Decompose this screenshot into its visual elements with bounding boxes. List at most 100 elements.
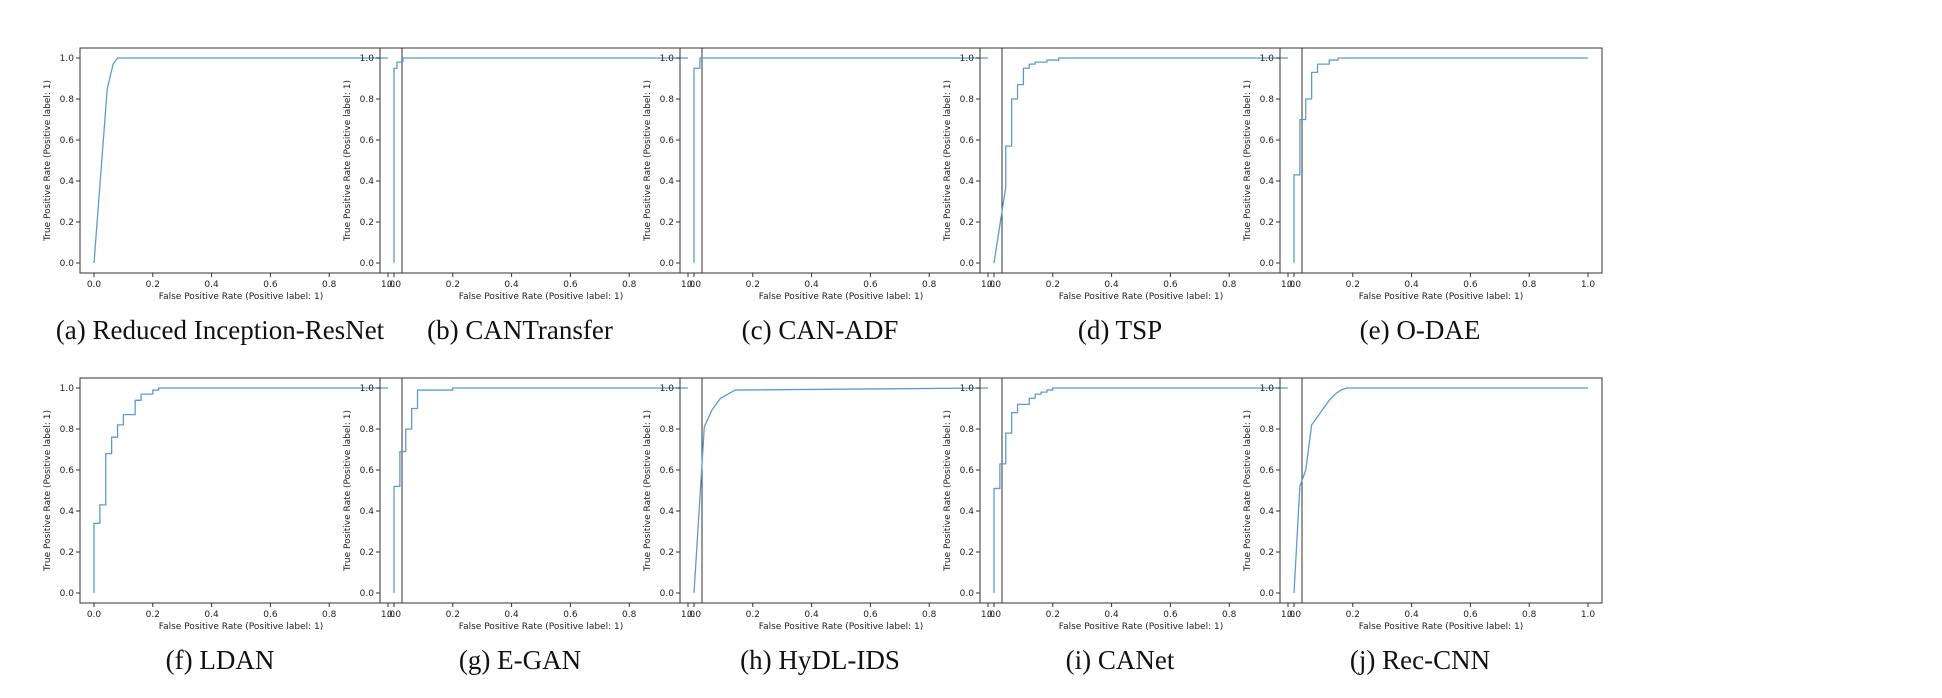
x-tick-label: 0.0 <box>87 280 102 290</box>
x-axis-label: False Positive Rate (Positive label: 1) <box>1359 622 1523 632</box>
x-tick-label: 0.2 <box>746 610 760 620</box>
y-tick-label: 0.0 <box>1260 589 1275 599</box>
subfigure-caption: (d) TSP <box>1077 315 1163 345</box>
y-tick-label: 0.8 <box>360 425 375 435</box>
axes-frame <box>679 47 1003 274</box>
y-tick-label: 0.8 <box>660 95 675 105</box>
y-tick-label: 0.2 <box>60 218 74 228</box>
y-tick-label: 0.8 <box>1260 95 1275 105</box>
x-tick-label: 0.6 <box>863 280 878 290</box>
roc-chart: 0.0 0.2 0.4 0.6 0.8 1.00.00.20.40.60.81.0Fals… <box>1243 377 1603 632</box>
roc-curve <box>693 387 989 594</box>
x-tick-label: 0.8 <box>1222 280 1237 290</box>
subfigure-caption: (h) HyDL-IDS <box>740 645 900 675</box>
y-tick-label: 0.6 <box>1260 466 1275 476</box>
roc-chart: 0.0 0.2 0.4 0.6 0.8 1.00.00.20.40.60.81.0Fals… <box>43 377 403 632</box>
y-axis-label: True Positive Rate (Positive label: 1) <box>43 80 53 242</box>
y-tick-label: 1.0 <box>960 54 975 64</box>
x-tick-label: 0.4 <box>1104 610 1119 620</box>
x-axis-label: False Positive Rate (Positive label: 1) <box>159 622 323 632</box>
y-tick-label: 0.6 <box>60 466 75 476</box>
y-axis-label: True Positive Rate (Positive label: 1) <box>1243 410 1253 572</box>
y-tick-label: 0.6 <box>1260 136 1275 146</box>
x-tick-label: 0.4 <box>504 610 519 620</box>
x-tick-label: 0.0 <box>687 280 702 290</box>
axes-frame <box>979 377 1303 604</box>
x-tick-label: 0.8 <box>922 280 937 290</box>
x-tick-label: 1.0 <box>381 610 396 620</box>
x-tick-label: 1.0 <box>1281 610 1296 620</box>
subfigure-caption: (e) O-DAE <box>1359 315 1481 345</box>
y-tick-label: 0.8 <box>60 425 75 435</box>
x-tick-label: 0.8 <box>622 610 637 620</box>
x-tick-label: 0.2 <box>1346 280 1360 290</box>
x-tick-label: 0.0 <box>987 280 1002 290</box>
y-tick-label: 0.0 <box>60 259 75 269</box>
roc-panel: 0.0 0.2 0.4 0.6 0.8 1.0 0.0 0.2 0.4 0.6 0.8 1.0 Fals… <box>630 372 1010 692</box>
y-axis-label: True Positive Rate (Positive label: 1) <box>643 410 653 572</box>
x-tick-label: 0.8 <box>322 280 337 290</box>
y-tick-label: 0.0 <box>960 589 975 599</box>
axes-frame <box>379 377 703 604</box>
x-tick-label: 0.8 <box>1522 610 1537 620</box>
y-tick-label: 0.2 <box>1260 218 1274 228</box>
y-tick-label: 0.2 <box>960 218 974 228</box>
y-tick-label: 0.0 <box>960 259 975 269</box>
roc-curve <box>93 57 388 264</box>
roc-curve <box>393 387 688 593</box>
y-tick-label: 0.6 <box>660 466 675 476</box>
x-tick-label: 0.0 <box>1287 610 1302 620</box>
x-tick-label: 0.2 <box>746 280 760 290</box>
x-tick-label: 0.8 <box>1222 610 1237 620</box>
roc-curve <box>393 57 688 263</box>
y-tick-label: 0.4 <box>660 507 675 517</box>
roc-curve <box>693 57 988 263</box>
x-tick-label: 0.6 <box>1163 610 1178 620</box>
x-tick-label: 0.2 <box>1346 610 1360 620</box>
y-tick-label: 1.0 <box>660 54 675 64</box>
x-axis-label: False Positive Rate (Positive label: 1) <box>459 622 623 632</box>
y-tick-label: 0.4 <box>960 507 975 517</box>
y-tick-label: 0.6 <box>360 466 375 476</box>
x-tick-label: 0.4 <box>204 610 219 620</box>
y-axis-label: True Positive Rate (Positive label: 1) <box>1243 80 1253 242</box>
x-tick-label: 0.6 <box>1463 610 1478 620</box>
roc-panel: 0.0 0.2 0.4 0.6 0.8 1.0 0.0 0.2 0.4 0.6 0.8 1.0 Fals… <box>30 42 410 362</box>
y-tick-label: 0.6 <box>660 136 675 146</box>
x-tick-label: 0.8 <box>922 610 937 620</box>
roc-chart: 0.0 0.2 0.4 0.6 0.8 1.00.00.20.40.60.81.0Fals… <box>343 47 703 302</box>
y-tick-label: 0.2 <box>360 218 374 228</box>
x-tick-label: 1.0 <box>1581 280 1596 290</box>
x-tick-label: 0.2 <box>146 280 160 290</box>
y-tick-label: 0.8 <box>360 95 375 105</box>
y-tick-label: 0.0 <box>660 259 675 269</box>
y-tick-label: 0.4 <box>1260 507 1275 517</box>
y-axis-label: True Positive Rate (Positive label: 1) <box>643 80 653 242</box>
y-tick-label: 0.4 <box>360 177 375 187</box>
x-tick-label: 0.0 <box>987 610 1002 620</box>
x-tick-label: 0.6 <box>863 610 878 620</box>
roc-curve <box>993 57 1288 264</box>
y-tick-label: 0.8 <box>1260 425 1275 435</box>
y-tick-label: 0.4 <box>960 177 975 187</box>
x-tick-label: 1.0 <box>681 280 696 290</box>
x-tick-label: 0.6 <box>563 280 578 290</box>
y-tick-label: 0.0 <box>60 589 75 599</box>
x-tick-label: 1.0 <box>981 610 996 620</box>
y-tick-label: 0.8 <box>960 95 975 105</box>
x-tick-label: 1.0 <box>981 280 996 290</box>
axes-frame <box>79 47 403 274</box>
y-tick-label: 0.4 <box>360 507 375 517</box>
y-tick-label: 0.4 <box>1260 177 1275 187</box>
x-tick-label: 0.2 <box>446 280 460 290</box>
y-axis-label: True Positive Rate (Positive label: 1) <box>343 80 353 242</box>
y-tick-label: 0.0 <box>360 589 375 599</box>
subfigure-caption: (g) E-GAN <box>458 645 582 675</box>
y-axis-label: True Positive Rate (Positive label: 1) <box>343 410 353 572</box>
x-tick-label: 0.0 <box>1287 280 1302 290</box>
x-tick-label: 0.8 <box>322 610 337 620</box>
y-axis-label: True Positive Rate (Positive label: 1) <box>943 80 953 242</box>
y-tick-label: 1.0 <box>360 384 375 394</box>
x-axis-label: False Positive Rate (Positive label: 1) <box>1059 622 1223 632</box>
